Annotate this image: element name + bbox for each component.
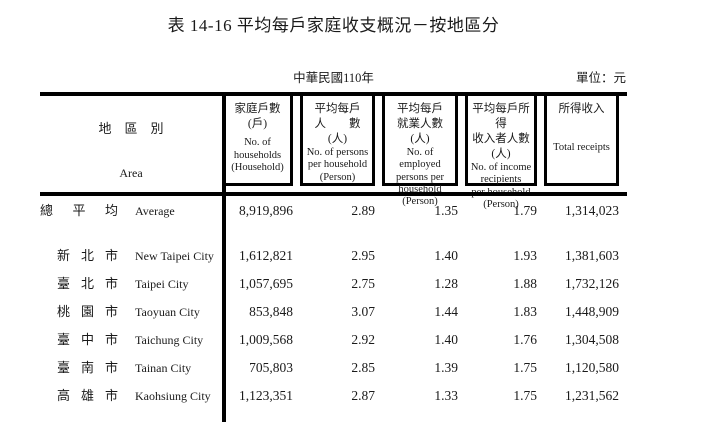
column-header-en: No. of persons per household (Person) <box>306 146 369 183</box>
column-header-en: Total receipts <box>553 142 610 154</box>
area-name-en: New Taipei City <box>135 249 214 263</box>
page-title: 表 14-16 平均每戶家庭收支概況－按地區分 <box>167 16 500 35</box>
area-header-zh: 地 區 別 <box>98 121 164 136</box>
table-row: 臺北市 Taipei City 1,057,695 2.75 1.28 1.88… <box>40 270 627 298</box>
value-total-receipts: 1,732,126 <box>565 276 619 291</box>
area-name-zh: 臺中市 <box>57 332 118 347</box>
column-header-households: 家庭戶數 (戶) No. of households (Household) <box>222 96 293 186</box>
area-cell: 臺中市 Taichung City <box>40 326 222 354</box>
area-cell: 臺南市 Tainan City <box>40 354 222 382</box>
table-row: 臺中市 Taichung City 1,009,568 2.92 1.40 1.… <box>40 326 627 354</box>
value-persons-per-household: 2.95 <box>351 248 375 263</box>
area-header-en: Area <box>119 166 143 180</box>
value-households: 1,123,351 <box>239 388 293 403</box>
area-cell: 桃園市 Taoyuan City <box>40 298 222 326</box>
value-households: 8,919,896 <box>239 203 293 218</box>
value-income-recipients: 1.76 <box>513 332 537 347</box>
value-total-receipts: 1,448,909 <box>565 304 619 319</box>
value-persons-per-household: 3.07 <box>351 304 375 319</box>
column-header-zh: 平均每戶所得 收入者人數 (人) <box>472 103 530 160</box>
column-header-zh: 所得收入 <box>558 103 605 115</box>
value-households: 705,803 <box>249 360 293 375</box>
value-employed-persons: 1.39 <box>434 360 458 375</box>
column-header-total-receipts: 所得收入 Total receipts <box>544 96 619 186</box>
area-name-zh: 總平均 <box>40 203 118 218</box>
value-income-recipients: 1.75 <box>513 388 537 403</box>
value-income-recipients: 1.83 <box>513 304 537 319</box>
value-persons-per-household: 2.85 <box>351 360 375 375</box>
unit-label: 單位：元 <box>575 71 626 85</box>
column-header-zh: 平均每戶 人 數 (人) <box>314 103 361 145</box>
area-name-zh: 桃園市 <box>57 304 118 319</box>
value-income-recipients: 1.79 <box>513 203 537 218</box>
value-households: 853,848 <box>249 304 293 319</box>
area-name-en: Taoyuan City <box>135 305 200 319</box>
value-persons-per-household: 2.75 <box>351 276 375 291</box>
column-header-employed-persons: 平均每戶 就業人數 (人) No. of employed persons pe… <box>382 96 458 207</box>
table-row: 桃園市 Taoyuan City 853,848 3.07 1.44 1.83 … <box>40 298 627 326</box>
value-employed-persons: 1.35 <box>434 203 458 218</box>
value-total-receipts: 1,120,580 <box>565 360 619 375</box>
area-cell: 高雄市 Kaohsiung City <box>40 382 222 410</box>
area-name-zh: 高雄市 <box>57 388 118 403</box>
statistics-table: 地 區 別 Area 家庭戶數 (戶) No. of households (H… <box>40 92 627 422</box>
area-cell: 臺北市 Taipei City <box>40 270 222 298</box>
value-total-receipts: 1,304,508 <box>565 332 619 347</box>
table-row: 臺南市 Tainan City 705,803 2.85 1.39 1.75 1… <box>40 354 627 382</box>
header-bottom-rule <box>40 192 627 196</box>
value-total-receipts: 1,314,023 <box>565 203 619 218</box>
value-income-recipients: 1.88 <box>513 276 537 291</box>
value-employed-persons: 1.28 <box>434 276 458 291</box>
table-body: 總平均 Average 8,919,896 2.89 1.35 1.79 1,3… <box>40 196 627 410</box>
table-meta: 中華民國110年 單位：元 <box>40 67 627 85</box>
column-header-zh: 家庭戶數 (戶) <box>234 103 281 130</box>
area-name-en: Tainan City <box>135 361 192 375</box>
value-persons-per-household: 2.89 <box>351 203 375 218</box>
period-label: 中華民國110年 <box>293 71 374 85</box>
area-name-en: Average <box>135 204 175 218</box>
value-persons-per-household: 2.92 <box>351 332 375 347</box>
value-employed-persons: 1.44 <box>434 304 458 319</box>
column-header-income-recipients: 平均每戶所得 收入者人數 (人) No. of income recipient… <box>465 96 537 210</box>
table-row: 新北市 New Taipei City 1,612,821 2.95 1.40 … <box>40 242 627 270</box>
value-employed-persons: 1.33 <box>434 388 458 403</box>
value-households: 1,057,695 <box>239 276 293 291</box>
area-name-en: Taipei City <box>135 277 189 291</box>
vertical-divider-rule <box>222 96 226 422</box>
table-row: 總平均 Average 8,919,896 2.89 1.35 1.79 1,3… <box>40 197 627 225</box>
value-total-receipts: 1,231,562 <box>565 388 619 403</box>
area-name-zh: 臺南市 <box>57 360 118 375</box>
value-income-recipients: 1.75 <box>513 360 537 375</box>
table-row: 高雄市 Kaohsiung City 1,123,351 2.87 1.33 1… <box>40 382 627 410</box>
value-total-receipts: 1,381,603 <box>565 248 619 263</box>
area-name-en: Taichung City <box>135 333 204 347</box>
column-header-zh: 平均每戶 就業人數 (人) <box>397 103 443 145</box>
area-name-zh: 臺北市 <box>57 276 118 291</box>
area-name-zh: 新北市 <box>57 248 118 263</box>
value-persons-per-household: 2.87 <box>351 388 375 403</box>
area-name-en: Kaohsiung City <box>135 389 211 403</box>
column-header-area: 地 區 別 Area <box>40 96 222 186</box>
value-employed-persons: 1.40 <box>434 332 458 347</box>
area-cell: 新北市 New Taipei City <box>40 242 222 270</box>
column-header-en: No. of employed persons per household (P… <box>395 146 445 208</box>
area-cell: 總平均 Average <box>40 197 222 225</box>
table-header: 地 區 別 Area 家庭戶數 (戶) No. of households (H… <box>40 96 627 210</box>
value-households: 1,009,568 <box>239 332 293 347</box>
value-income-recipients: 1.93 <box>513 248 537 263</box>
value-households: 1,612,821 <box>239 248 293 263</box>
column-header-persons-per-household: 平均每戶 人 數 (人) No. of persons per househol… <box>300 96 375 186</box>
value-employed-persons: 1.40 <box>434 248 458 263</box>
column-header-en: No. of households (Household) <box>231 137 284 174</box>
